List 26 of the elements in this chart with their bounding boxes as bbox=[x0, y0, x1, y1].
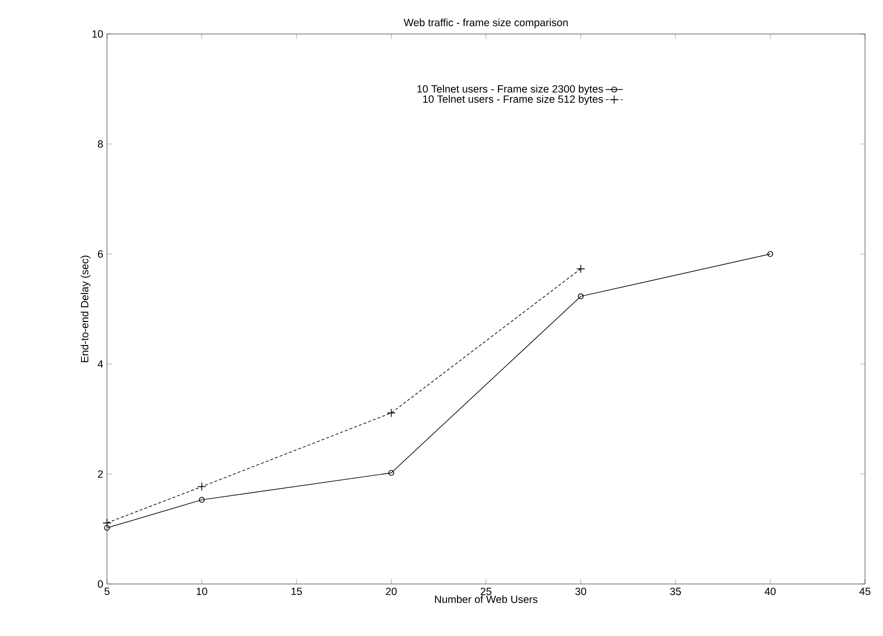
y-tick-label: 4 bbox=[98, 360, 103, 368]
point bbox=[198, 496, 205, 503]
point bbox=[578, 293, 584, 300]
point bbox=[386, 408, 396, 418]
y-tick-label: 0 bbox=[98, 580, 103, 588]
y-tick-label: 8 bbox=[98, 140, 103, 148]
legend-label: 10 Telnet users - Frame size 512 bytes bbox=[423, 95, 603, 105]
y-axis-title: End-to-end Delay (sec) bbox=[80, 256, 90, 362]
legend-label: 10 Telnet users - Frame size 2300 bytes bbox=[417, 84, 603, 95]
y-tick-label: 2 bbox=[98, 470, 103, 478]
y-tick-label: 10 bbox=[92, 30, 103, 38]
x-tick-label: 35 bbox=[670, 588, 681, 596]
x-tick-label: 45 bbox=[859, 588, 870, 596]
x-tick-label: 10 bbox=[196, 588, 208, 596]
x-axis-title: Number of Web Users bbox=[435, 595, 538, 604]
x-tick-label: 25 bbox=[480, 588, 492, 596]
y-tick-label: 6 bbox=[98, 250, 103, 258]
point bbox=[388, 470, 394, 476]
x-tick-label: 5 bbox=[104, 588, 110, 596]
point bbox=[576, 264, 586, 274]
x-tick-label: 40 bbox=[764, 588, 776, 596]
point bbox=[197, 482, 206, 492]
chart-title: Web traffic - frame size comparison bbox=[404, 18, 568, 28]
x-tick-label: 15 bbox=[291, 588, 302, 596]
x-tick-label: 20 bbox=[386, 588, 397, 596]
x-tick-label: 30 bbox=[575, 588, 586, 596]
